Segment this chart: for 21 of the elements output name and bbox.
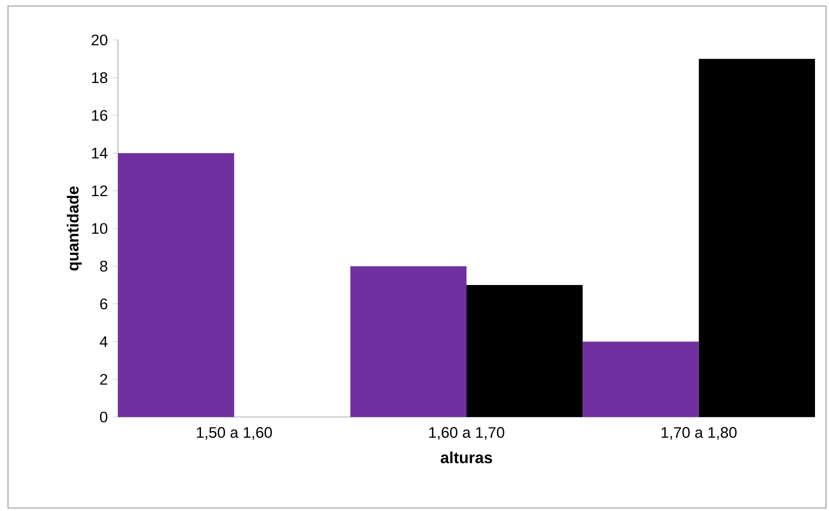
bar	[118, 153, 234, 417]
y-tick-label: 14	[92, 148, 108, 158]
y-tick-label: 8	[100, 260, 108, 272]
y-tick-label: 2	[100, 374, 108, 385]
y-tick-label: 10	[92, 223, 108, 234]
y-axis-title: quantidade	[66, 186, 82, 271]
y-tick-label: 18	[92, 72, 108, 84]
x-tick-label: 1,60 a 1,70	[429, 427, 504, 440]
bar	[350, 266, 466, 417]
y-tick-label: 0	[100, 412, 108, 422]
bar	[466, 285, 583, 417]
y-tick-label: 6	[100, 298, 108, 310]
y-tick-label: 4	[100, 336, 108, 347]
y-tick-label: 12	[92, 185, 108, 196]
bar	[582, 342, 699, 417]
y-tick-label: 16	[92, 110, 108, 121]
x-tick-label: 1,50 a 1,60	[196, 427, 272, 440]
x-axis-title: alturas	[440, 452, 492, 464]
x-tick-label: 1,70 a 1,80	[662, 427, 737, 440]
bar	[698, 58, 816, 417]
y-tick-label: 20	[92, 34, 108, 46]
